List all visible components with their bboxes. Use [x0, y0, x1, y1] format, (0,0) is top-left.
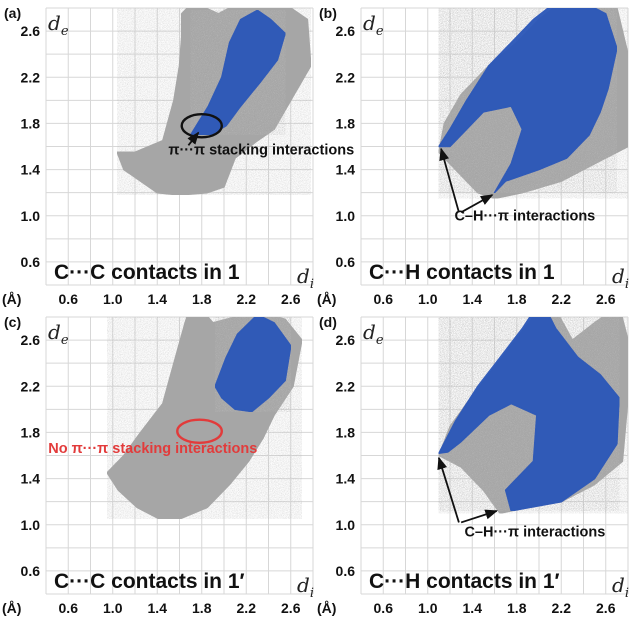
y-axis-label: de [48, 320, 69, 348]
annotation-text: C–H···π interactions [454, 208, 595, 224]
highlight-region [214, 317, 292, 413]
y-tick-label: 1.0 [21, 517, 41, 533]
y-tick-label: 0.6 [21, 563, 41, 579]
annotation-arrow [187, 131, 200, 146]
x-tick-label: 1.0 [103, 291, 123, 307]
x-tick-label: 2.2 [552, 291, 572, 307]
x-tick-label: 1.8 [507, 291, 527, 307]
annotation-arrow [439, 147, 460, 213]
x-tick-label: 2.6 [281, 291, 301, 307]
panel-caption: C···H contacts in 1 [369, 261, 555, 284]
y-tick-label: 0.6 [336, 254, 356, 270]
panel-label: (d) [319, 314, 337, 330]
annotation-text: No π···π stacking interactions [48, 441, 257, 457]
data-cloud [106, 317, 303, 520]
y-tick-label: 2.6 [336, 332, 356, 348]
panel-label: (b) [319, 5, 337, 21]
x-tick-label: 2.2 [237, 291, 257, 307]
highlight-ellipse [180, 112, 223, 139]
panel-2: 0.6 1.0 1.4 1.8 2.2 2.6 0.6 1.0 1.4 1.8 2.2 2.6 (b) (… [317, 5, 629, 307]
x-tick-label: 1.8 [192, 291, 212, 307]
x-tick-label: 2.6 [281, 600, 301, 616]
annotation-arrow [460, 509, 498, 524]
y-axis-label: de [363, 320, 384, 348]
x-tick-label: 1.4 [463, 291, 483, 307]
x-tick-label: 1.4 [148, 291, 168, 307]
x-tick-label: 1.0 [418, 291, 438, 307]
y-tick-label: 1.8 [336, 424, 356, 440]
y-tick-label: 2.2 [336, 378, 356, 394]
y-tick-label: 1.8 [21, 115, 41, 131]
y-tick-label: 1.8 [336, 115, 356, 131]
y-tick-label: 2.2 [336, 69, 356, 85]
x-axis-label: di [612, 264, 629, 292]
x-tick-label: 1.4 [463, 600, 483, 616]
data-cloud [438, 317, 628, 514]
panel-caption: C···H contacts in 1′ [369, 570, 560, 593]
highlight-region [189, 9, 286, 136]
y-tick-label: 1.4 [21, 162, 41, 178]
y-tick-label: 1.0 [21, 208, 41, 224]
x-tick-label: 0.6 [374, 291, 394, 307]
highlight-region [438, 317, 620, 512]
panel-label: (a) [4, 5, 21, 21]
y-tick-label: 2.2 [21, 69, 41, 85]
y-tick-label: 2.6 [21, 23, 41, 39]
y-tick-label: 2.2 [21, 378, 41, 394]
y-tick-label: 2.6 [336, 23, 356, 39]
y-tick-label: 1.0 [336, 208, 356, 224]
x-tick-label: 2.6 [596, 291, 616, 307]
annotation-text: C–H···π interactions [464, 524, 605, 540]
y-tick-label: 1.8 [21, 424, 41, 440]
y-tick-label: 2.6 [21, 332, 41, 348]
panel-1: 0.61.01.41.82.22.60.6 1.0 1.4 1.8 2.2 2.6(a)(… [2, 5, 354, 307]
annotation-arrow [460, 194, 494, 214]
panel-caption: C···C contacts in 1 [54, 261, 240, 284]
x-axis-label: di [297, 264, 314, 292]
annotation-text: π···π stacking interactions [168, 143, 354, 159]
x-tick-label: 0.6 [59, 291, 79, 307]
y-tick-label: 1.4 [336, 162, 356, 178]
data-cloud [438, 8, 628, 200]
x-tick-label: 1.8 [507, 600, 527, 616]
x-axis-label: di [297, 573, 314, 601]
y-tick-label: 1.0 [336, 517, 356, 533]
x-tick-label: 2.2 [552, 600, 572, 616]
x-tick-label: 0.6 [59, 600, 79, 616]
highlight-ellipse [176, 418, 223, 445]
panel-caption: C···C contacts in 1′ [54, 570, 245, 593]
unit-label: (Å) [2, 291, 21, 307]
y-tick-label: 0.6 [336, 563, 356, 579]
x-tick-label: 1.0 [103, 600, 123, 616]
y-axis-label: de [363, 11, 384, 39]
x-tick-label: 0.6 [374, 600, 394, 616]
y-axis-label: de [48, 11, 69, 39]
data-cloud [116, 8, 312, 196]
x-tick-label: 1.4 [148, 600, 168, 616]
panel-label: (c) [4, 314, 21, 330]
unit-label: (Å) [317, 600, 336, 616]
annotation-arrow [437, 456, 460, 523]
unit-label: (Å) [317, 291, 336, 307]
x-tick-label: 2.2 [237, 600, 257, 616]
y-tick-label: 1.4 [21, 471, 41, 487]
x-axis-label: di [612, 573, 629, 601]
x-tick-label: 1.0 [418, 600, 438, 616]
y-tick-label: 0.6 [21, 254, 41, 270]
y-tick-label: 1.4 [336, 471, 356, 487]
panel-4: 0.6 1.0 1.4 1.8 2.2 2.6 0.6 1.0 1.4 1.8 2.2 2.6 (d) (… [317, 314, 629, 616]
highlight-region [438, 8, 618, 194]
panel-3: 0.61.01.41.82.22.60.6 1.0 1.4 1.8 2.2 2.6(c)(… [2, 314, 314, 616]
x-tick-label: 2.6 [596, 600, 616, 616]
unit-label: (Å) [2, 600, 21, 616]
x-tick-label: 1.8 [192, 600, 212, 616]
